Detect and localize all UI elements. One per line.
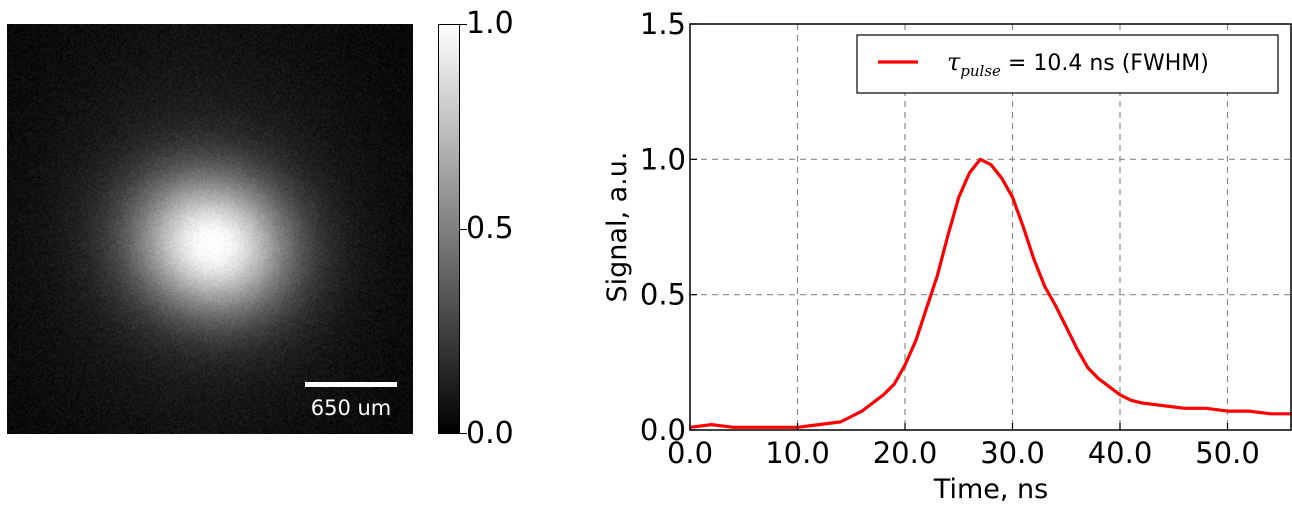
y-tick-label-1: 0.5	[640, 278, 686, 312]
y-axis-title: Signal, a.u.	[602, 152, 633, 303]
plot-frame	[689, 23, 1292, 431]
colorbar-tick-bottom	[460, 433, 467, 434]
colorbar	[438, 24, 460, 434]
colorbar-label-min: 0.0	[466, 416, 514, 451]
y-tick-label-0: 0.0	[640, 413, 686, 447]
legend-box	[856, 34, 1279, 94]
scale-bar-label: 650 um	[310, 396, 392, 420]
colorbar-label-mid: 0.5	[466, 211, 514, 246]
x-tick-label-1: 10.0	[765, 436, 830, 470]
x-tick-label-5: 50.0	[1195, 436, 1260, 470]
beam-intensity-image	[7, 24, 413, 434]
scale-bar	[305, 382, 397, 387]
x-tick-label-0: 0.0	[667, 436, 713, 470]
x-tick-label-4: 40.0	[1088, 436, 1153, 470]
beam-image-panel: 650 um	[7, 24, 413, 434]
x-tick-label-3: 30.0	[980, 436, 1045, 470]
pulse-chart: 0.0 10.0 20.0 30.0 40.0 50.0 0.0 0.5 1.0 1.5 Time,…	[602, 7, 1292, 505]
colorbar-label-max: 1.0	[466, 6, 514, 41]
x-axis-title: Time, ns	[933, 474, 1048, 505]
y-tick-label-3: 1.5	[640, 7, 686, 41]
y-tick-label-2: 1.0	[640, 142, 686, 176]
colorbar-tick-mid	[460, 229, 467, 230]
legend-label-0: τpulse = 10.4 ns (FWHM)	[947, 48, 1209, 80]
series-line-0	[689, 157, 1292, 429]
colorbar-tick-top	[460, 24, 467, 25]
x-tick-label-2: 20.0	[873, 436, 938, 470]
